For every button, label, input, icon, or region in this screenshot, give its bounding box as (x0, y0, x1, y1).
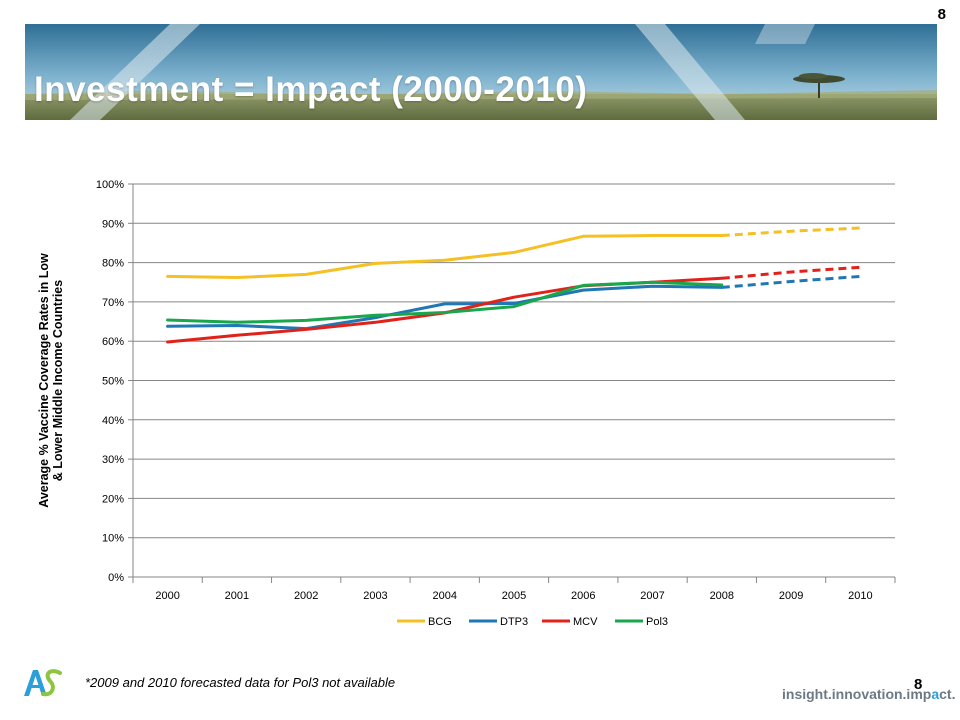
page-number-bottom: 8 (914, 676, 923, 693)
as-logo-icon (24, 669, 62, 697)
coverage-line-chart: 0% 10% 20% 30% 40% 50% 60% 70% 80% 90% 100% 2000 200… (0, 160, 960, 640)
series-line-bcg (166, 234, 724, 279)
y-tick-label: 20% (102, 493, 124, 505)
legend-label-bcg: BCG (428, 616, 452, 628)
y-tick-label: 70% (102, 297, 124, 309)
y-tick-label: 80% (102, 258, 124, 270)
brand-tagline: insight.innovation.impact. (782, 686, 955, 702)
y-tick-label: 0% (108, 572, 124, 584)
footnote: *2009 and 2010 forecasted data for Pol3 … (85, 675, 396, 690)
acacia-tree-icon (793, 73, 845, 98)
x-tick-label: 2008 (710, 590, 734, 602)
x-tick-label: 2010 (848, 590, 872, 602)
y-tick-label: 100% (96, 179, 124, 191)
x-tick-label: 2006 (571, 590, 595, 602)
x-tick-label: 2005 (502, 590, 526, 602)
page-number-top: 8 (937, 6, 946, 23)
savanna-sky-image (25, 24, 937, 120)
y-tick-label: 60% (102, 336, 124, 348)
chart-svg: 0% 10% 20% 30% 40% 50% 60% 70% 80% 90% 100% 2000 200… (37, 179, 896, 628)
y-axis-label: & Lower Middle Income Countries (51, 280, 65, 481)
legend-label-dtp3: DTP3 (500, 616, 528, 628)
y-tick-label: 50% (102, 376, 124, 388)
page-title: Investment = Impact (2000-2010) (34, 70, 588, 109)
x-tick-label: 2001 (225, 590, 249, 602)
series-forecast-line-bcg (721, 226, 861, 237)
tagline-end: ct. (939, 686, 956, 702)
series-line-pol3 (166, 280, 724, 324)
y-tick-label: 30% (102, 454, 124, 466)
series-forecast-line-mcv (721, 265, 861, 280)
series-forecast-line-dtp3 (721, 274, 861, 289)
y-tick-label: 10% (102, 533, 124, 545)
y-tick-label: 90% (102, 218, 124, 230)
legend-label-pol3: Pol3 (646, 616, 668, 628)
legend-label-mcv: MCV (573, 616, 598, 628)
tagline-accent: a (931, 686, 940, 702)
brand-logo (22, 668, 62, 703)
x-tick-label: 2004 (432, 590, 456, 602)
x-tick-label: 2002 (294, 590, 318, 602)
y-axis-label: Average % Vaccine Coverage Rates in Low (37, 253, 51, 508)
y-tick-label: 40% (102, 415, 124, 427)
series-line-dtp3 (166, 284, 724, 331)
x-tick-label: 2003 (363, 590, 387, 602)
x-tick-label: 2009 (779, 590, 803, 602)
x-tick-label: 2000 (155, 590, 179, 602)
header-banner (25, 24, 937, 120)
tagline-main: insight.innovation.imp (782, 686, 932, 702)
x-tick-label: 2007 (640, 590, 664, 602)
